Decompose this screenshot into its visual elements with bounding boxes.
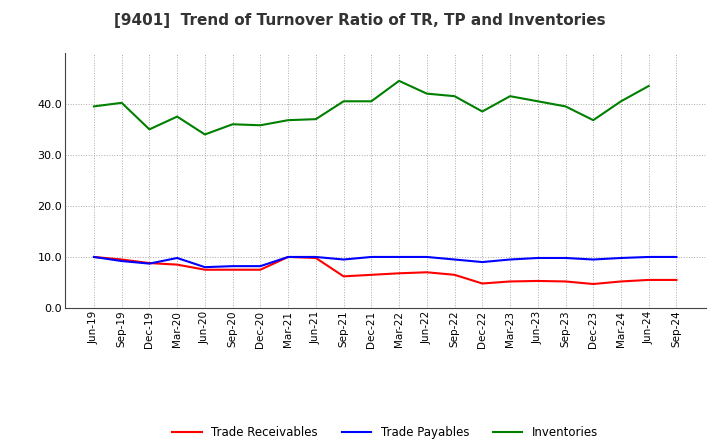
Trade Receivables: [672, 277, 681, 282]
Trade Payables: [589, 257, 598, 262]
Trade Receivables: [367, 272, 376, 278]
Trade Payables: [534, 255, 542, 260]
Trade Receivables: [644, 277, 653, 282]
Line: Inventories: Inventories: [94, 81, 649, 135]
Inventories: [284, 117, 292, 123]
Trade Receivables: [339, 274, 348, 279]
Line: Trade Receivables: Trade Receivables: [94, 257, 677, 284]
Line: Trade Payables: Trade Payables: [94, 257, 677, 267]
Trade Payables: [561, 255, 570, 260]
Inventories: [173, 114, 181, 119]
Trade Payables: [616, 255, 625, 260]
Trade Payables: [89, 254, 98, 260]
Inventories: [395, 78, 403, 84]
Trade Receivables: [312, 255, 320, 260]
Trade Receivables: [395, 271, 403, 276]
Inventories: [367, 99, 376, 104]
Trade Receivables: [450, 272, 459, 278]
Trade Receivables: [145, 260, 154, 266]
Inventories: [312, 117, 320, 122]
Trade Receivables: [589, 281, 598, 286]
Inventories: [616, 99, 625, 104]
Trade Receivables: [534, 279, 542, 284]
Trade Payables: [423, 254, 431, 260]
Trade Payables: [145, 261, 154, 266]
Inventories: [478, 109, 487, 114]
Inventories: [201, 132, 210, 137]
Trade Receivables: [173, 262, 181, 267]
Trade Payables: [339, 257, 348, 262]
Legend: Trade Receivables, Trade Payables, Inventories: Trade Receivables, Trade Payables, Inven…: [168, 421, 603, 440]
Inventories: [505, 94, 514, 99]
Inventories: [534, 99, 542, 104]
Trade Payables: [173, 255, 181, 260]
Inventories: [89, 104, 98, 109]
Trade Receivables: [117, 257, 126, 262]
Inventories: [256, 123, 265, 128]
Trade Receivables: [505, 279, 514, 284]
Trade Payables: [478, 260, 487, 265]
Inventories: [117, 100, 126, 106]
Trade Receivables: [284, 254, 292, 260]
Trade Payables: [284, 254, 292, 260]
Inventories: [339, 99, 348, 104]
Trade Payables: [395, 254, 403, 260]
Text: [9401]  Trend of Turnover Ratio of TR, TP and Inventories: [9401] Trend of Turnover Ratio of TR, TP…: [114, 13, 606, 28]
Trade Payables: [450, 257, 459, 262]
Trade Receivables: [561, 279, 570, 284]
Trade Receivables: [256, 267, 265, 272]
Trade Receivables: [228, 267, 237, 272]
Trade Receivables: [201, 267, 210, 272]
Inventories: [228, 121, 237, 127]
Trade Receivables: [89, 254, 98, 260]
Inventories: [561, 104, 570, 109]
Trade Payables: [256, 264, 265, 269]
Trade Payables: [228, 264, 237, 269]
Trade Payables: [201, 264, 210, 270]
Inventories: [450, 94, 459, 99]
Trade Receivables: [478, 281, 487, 286]
Trade Payables: [505, 257, 514, 262]
Trade Receivables: [423, 270, 431, 275]
Trade Payables: [117, 258, 126, 264]
Inventories: [589, 117, 598, 123]
Inventories: [423, 91, 431, 96]
Inventories: [145, 127, 154, 132]
Trade Payables: [644, 254, 653, 260]
Trade Receivables: [616, 279, 625, 284]
Inventories: [644, 83, 653, 88]
Trade Payables: [672, 254, 681, 260]
Trade Payables: [367, 254, 376, 260]
Trade Payables: [312, 254, 320, 260]
